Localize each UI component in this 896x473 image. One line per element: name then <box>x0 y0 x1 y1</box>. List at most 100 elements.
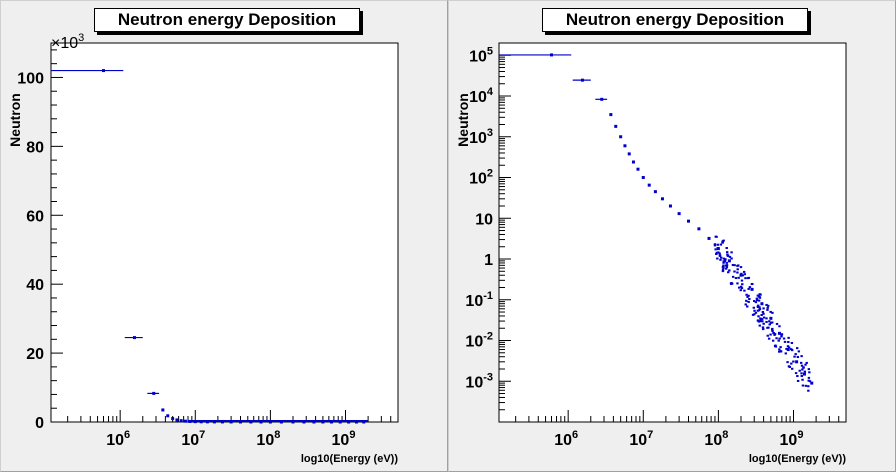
data-point <box>771 339 775 342</box>
data-point <box>791 367 794 370</box>
data-point <box>722 264 725 267</box>
data-point <box>745 299 748 302</box>
data-point <box>580 78 584 82</box>
data-point <box>736 282 739 285</box>
right-canvas-pad: 106 107 108 109 10-3 10-2 10-1 1 10 102 103 104 105 l… <box>448 0 896 472</box>
x-tick-label: 108 <box>704 429 728 449</box>
y-tick-label: 80 <box>26 139 44 156</box>
data-point <box>780 333 783 336</box>
plot-frame <box>50 42 399 423</box>
data-point <box>758 324 761 327</box>
data-point <box>757 304 760 307</box>
y-multiplier-label: ×103 <box>51 32 84 52</box>
data-point <box>771 311 774 314</box>
data-point <box>740 279 744 282</box>
data-point <box>739 266 743 269</box>
data-point <box>762 312 765 315</box>
right-plot-title: Neutron energy Deposition <box>542 8 808 32</box>
data-point <box>769 316 773 320</box>
data-point <box>730 251 733 254</box>
data-point <box>728 269 731 272</box>
data-point <box>762 322 765 325</box>
data-point <box>751 288 754 291</box>
data-point <box>727 271 730 274</box>
data-point <box>720 256 723 259</box>
data-point <box>733 270 736 273</box>
data-point <box>731 275 735 278</box>
data-point <box>771 321 774 324</box>
data-point <box>802 366 805 369</box>
data-point <box>745 293 748 296</box>
y-tick-label: 10-1 <box>465 290 493 310</box>
data-point <box>768 320 771 323</box>
data-point <box>780 335 783 338</box>
data-point <box>743 289 746 292</box>
data-point <box>765 317 768 320</box>
data-point <box>619 135 623 139</box>
y-tick-label: 103 <box>469 127 493 147</box>
data-point <box>715 251 719 254</box>
data-point <box>668 204 672 208</box>
data-point <box>807 385 810 388</box>
data-point <box>758 296 762 299</box>
data-point <box>742 270 746 273</box>
data-point <box>724 264 728 267</box>
data-point <box>747 276 751 279</box>
y-tick-label: 40 <box>26 277 44 294</box>
data-point <box>807 389 810 392</box>
data-point <box>766 334 769 337</box>
data-point <box>756 299 759 302</box>
data-point <box>801 378 804 381</box>
data-point <box>600 97 604 101</box>
x-axis-title: log10(Energy (eV)) <box>301 453 399 465</box>
data-point <box>736 268 739 271</box>
data-point <box>722 257 726 260</box>
x-tick-label: 106 <box>554 429 578 449</box>
y-tick-label: 10 <box>475 211 493 228</box>
y-tick-label: 20 <box>26 346 44 363</box>
data-point <box>753 313 756 316</box>
left-canvas-pad: 106 107 108 109 0 20 40 60 80 100 ×103 log10(Energy… <box>0 0 448 472</box>
data-point <box>744 303 747 306</box>
linear-scale-plot: 106 107 108 109 0 20 40 60 80 100 ×103 log10(Energy… <box>7 32 399 465</box>
y-tick-label: 100 <box>17 70 44 87</box>
data-point <box>132 336 136 340</box>
y-tick-label: 104 <box>469 86 494 106</box>
y-tick-label: 60 <box>26 208 44 225</box>
data-point <box>786 345 790 348</box>
x-tick-label: 107 <box>181 429 205 449</box>
data-point <box>752 306 756 309</box>
data-point <box>789 348 793 351</box>
data-point <box>757 295 761 298</box>
data-point <box>723 259 727 262</box>
data-point <box>798 369 801 372</box>
data-point <box>757 315 760 318</box>
data-point <box>736 271 739 274</box>
data-point <box>779 346 782 349</box>
x-tick-label: 108 <box>256 429 280 449</box>
data-point <box>716 247 719 250</box>
data-point <box>730 257 733 260</box>
data-point <box>769 321 773 324</box>
data-point <box>765 303 768 306</box>
data-point <box>788 365 791 368</box>
data-point <box>746 295 749 298</box>
data-point <box>723 260 727 263</box>
data-point <box>801 368 804 371</box>
data-point <box>796 375 799 378</box>
data-point <box>771 330 774 333</box>
data-point <box>767 304 770 307</box>
plot-frame <box>498 42 847 423</box>
data-point <box>730 282 733 285</box>
y-tick-label: 0 <box>35 415 44 432</box>
data-point <box>778 325 781 328</box>
data-point <box>171 417 175 421</box>
data-point <box>787 336 790 339</box>
data-point <box>753 300 756 303</box>
data-point <box>731 263 735 266</box>
data-point <box>716 243 720 246</box>
data-point <box>737 286 741 289</box>
data-point <box>769 333 772 336</box>
data-point <box>636 167 640 171</box>
data-point <box>721 268 725 271</box>
